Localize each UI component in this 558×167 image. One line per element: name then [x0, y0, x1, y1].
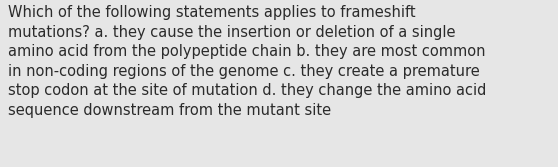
- Text: Which of the following statements applies to frameshift
mutations? a. they cause: Which of the following statements applie…: [8, 5, 487, 118]
